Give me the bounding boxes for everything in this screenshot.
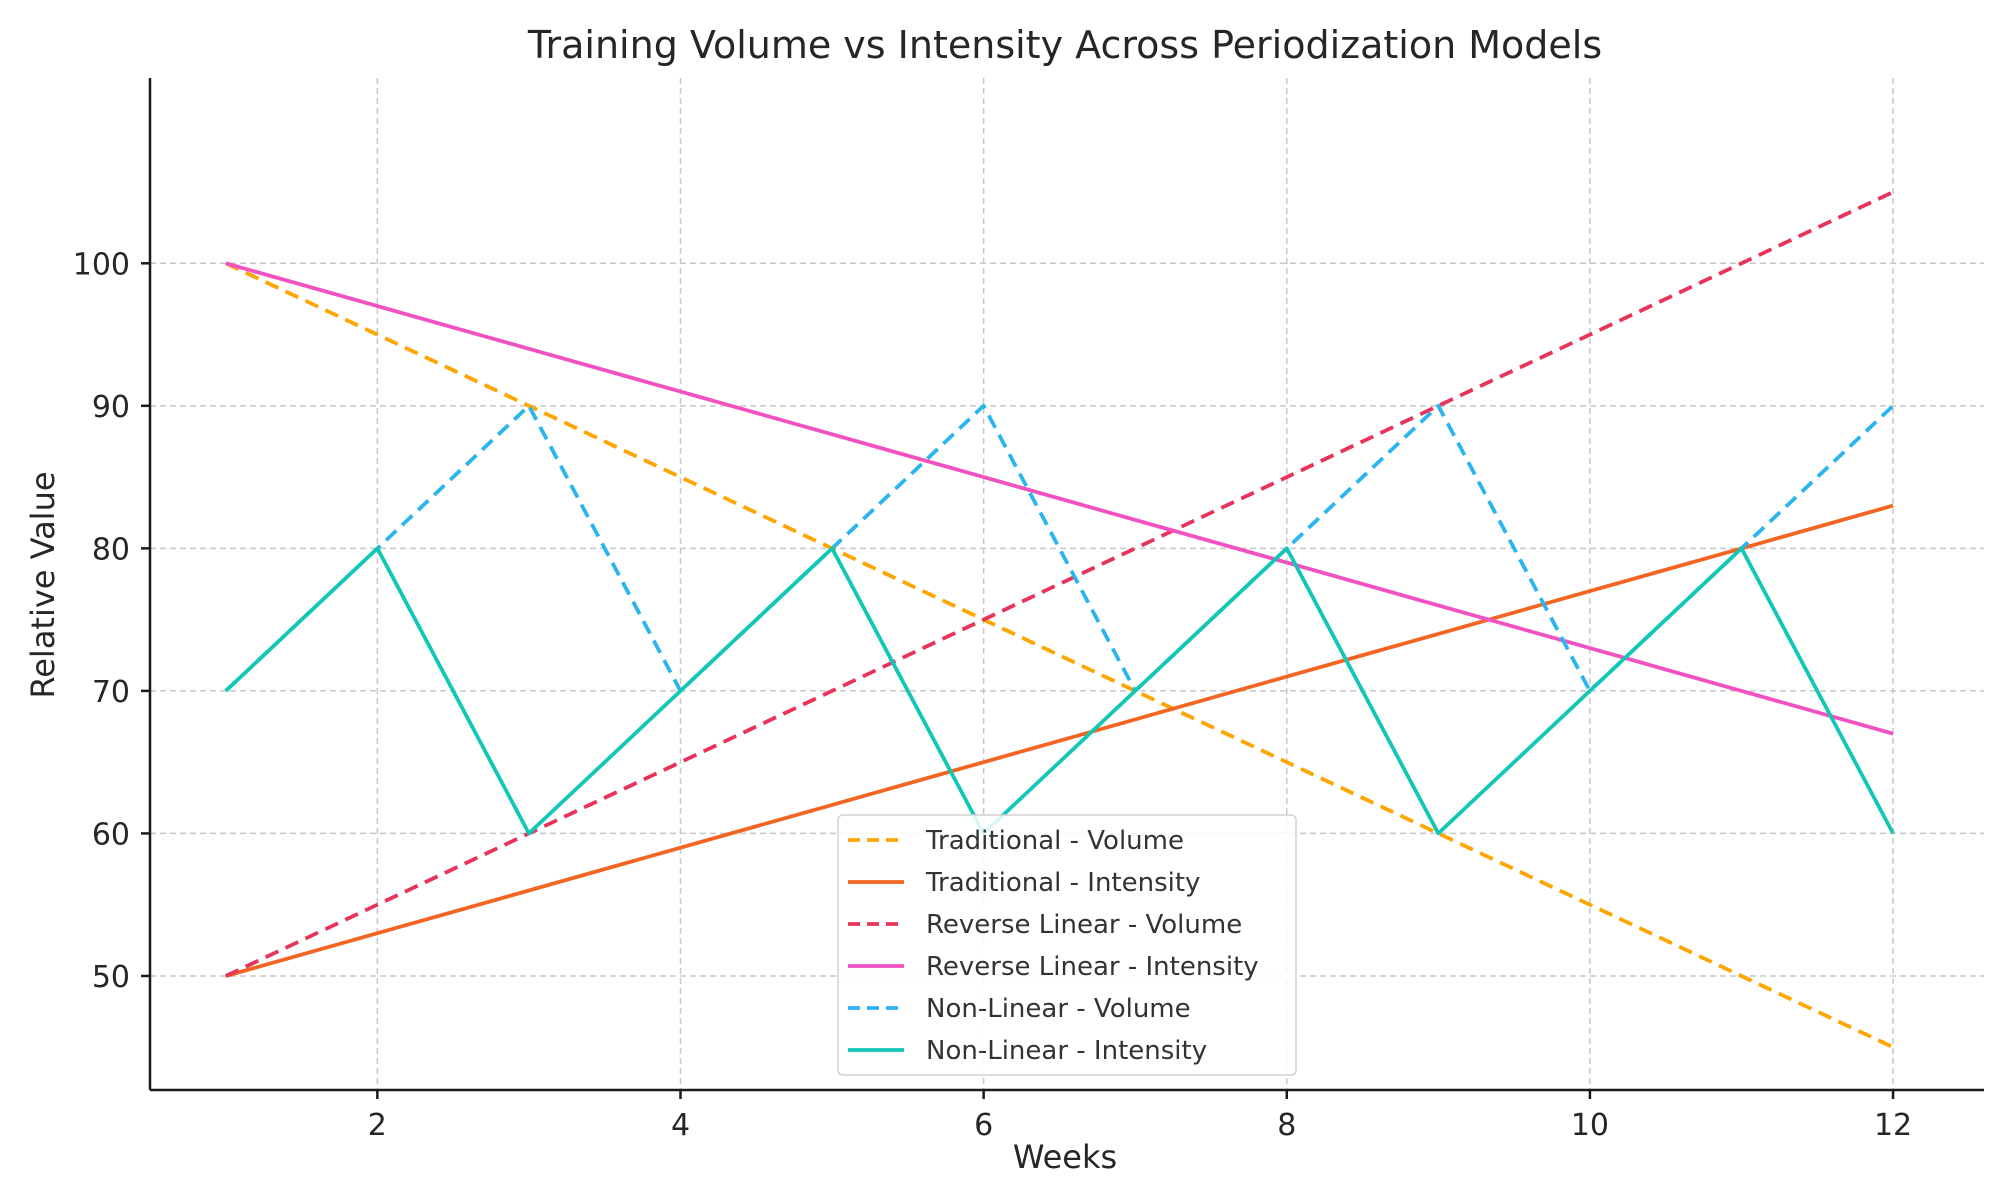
series-line-5	[224, 546, 1895, 836]
y-tick-label: 100	[73, 247, 130, 282]
legend-label: Non-Linear - Volume	[926, 994, 1191, 1024]
axes: 2 4 6 8 10 12 50 60 70 80 90 100	[73, 78, 1984, 1143]
x-tick-label: 2	[368, 1108, 387, 1143]
x-tick-label: 4	[671, 1108, 690, 1143]
grid	[150, 78, 1984, 1090]
legend: Traditional - Volume Traditional - Intens…	[837, 814, 1297, 1076]
legend-label: Traditional - Volume	[925, 826, 1184, 856]
legend-label: Traditional - Intensity	[925, 868, 1200, 898]
legend-label: Reverse Linear - Volume	[926, 910, 1242, 940]
legend-label: Non-Linear - Intensity	[926, 1036, 1207, 1066]
series-lines	[224, 190, 1895, 1049]
y-tick-label: 80	[92, 532, 130, 567]
x-tick-label: 8	[1277, 1108, 1296, 1143]
y-tick-label: 70	[92, 675, 130, 710]
x-tick-label: 10	[1571, 1108, 1609, 1143]
x-axis-label: Weeks	[1013, 1138, 1117, 1176]
y-axis-label: Relative Value	[24, 471, 62, 698]
y-tick-label: 50	[92, 960, 130, 995]
legend-label: Reverse Linear - Intensity	[926, 952, 1259, 982]
series-line-1	[225, 503, 1894, 978]
series-line-3	[225, 261, 1894, 736]
x-tick-label: 12	[1874, 1108, 1912, 1143]
chart-title: Training Volume vs Intensity Across Peri…	[527, 23, 1602, 67]
x-tick-label: 6	[974, 1108, 993, 1143]
legend-box	[837, 814, 1297, 1076]
y-tick-label: 60	[92, 817, 130, 852]
y-tick-label: 90	[92, 390, 130, 425]
